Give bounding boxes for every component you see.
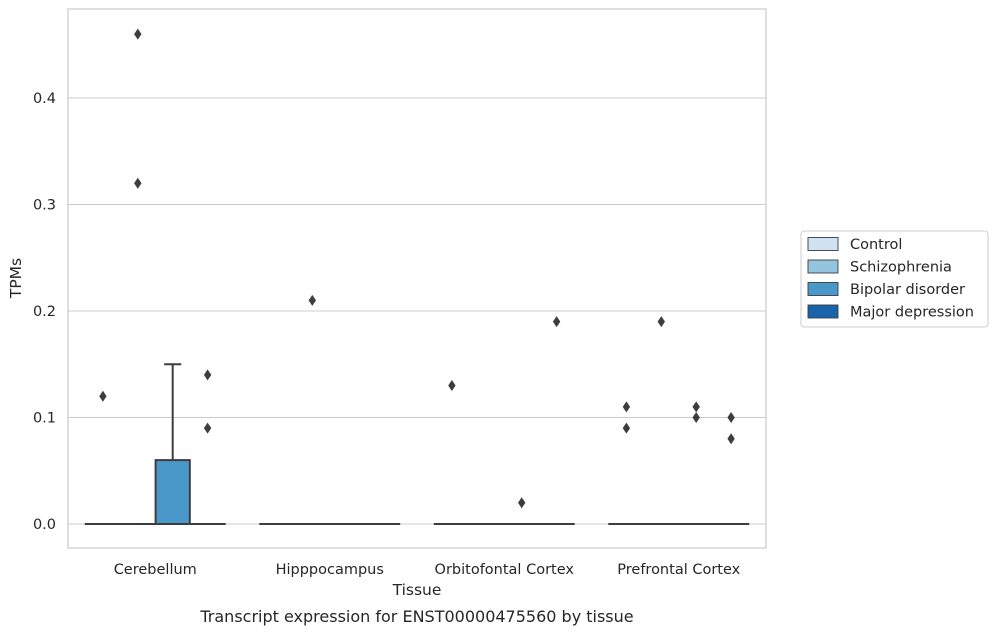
outlier-point: [727, 412, 735, 423]
outlier-point: [518, 497, 526, 509]
legend-swatch: [807, 304, 839, 319]
x-axis-ticks: Cerebellum Hipppocampus Orbitofontal Corte…: [114, 562, 741, 578]
y-tick-label: 0.2: [33, 304, 56, 320]
chart-caption: Transcript expression for ENST0000047556…: [199, 607, 633, 626]
box-group: [154, 363, 191, 526]
outlier-point: [134, 28, 142, 40]
outlier-point: [622, 422, 631, 434]
outlier-point: [657, 316, 665, 328]
legend-swatch: [807, 237, 839, 251]
boxes: [84, 363, 750, 526]
outlier-point: [203, 369, 212, 381]
outlier-point: [308, 294, 316, 306]
legend-items: Control Schizophrenia Bipolar disorder Majo…: [807, 237, 974, 321]
x-tick-label: Orbitofontal Cortex: [435, 562, 575, 578]
legend-swatch: [807, 282, 839, 296]
legend-item: Control: [807, 237, 902, 253]
outliers: [99, 28, 735, 509]
outlier-point: [134, 177, 142, 189]
outlier-point: [692, 401, 700, 413]
legend: Control Schizophrenia Bipolar disorder Majo…: [800, 230, 989, 328]
legend-frame: [800, 230, 989, 328]
box-body: [154, 459, 191, 526]
outlier-point: [692, 412, 700, 423]
legend-label: Control: [850, 237, 902, 253]
outlier-point: [99, 390, 107, 402]
legend-item: Schizophrenia: [807, 259, 952, 276]
legend-label: Major depression: [850, 305, 974, 321]
legend-label: Schizophrenia: [850, 260, 952, 276]
x-tick-label: Hipppocampus: [276, 562, 384, 578]
legend-item: Bipolar disorder: [807, 282, 965, 298]
outlier-point: [203, 422, 212, 434]
outlier-point: [727, 433, 735, 445]
legend-swatch: [807, 259, 839, 274]
y-tick-label: 0.3: [33, 198, 56, 214]
y-tick-label: 0.4: [33, 91, 56, 107]
plot-frame: [67, 8, 767, 549]
x-axis-title: Tissue: [392, 581, 442, 599]
x-tick-label: Cerebellum: [114, 562, 197, 578]
legend-item: Major depression: [807, 304, 974, 321]
outlier-point: [552, 316, 561, 328]
x-tick-label: Prefrontal Cortex: [617, 562, 740, 578]
y-tick-label: 0.1: [33, 411, 56, 427]
y-axis-title: TPMs: [7, 258, 25, 299]
legend-label: Bipolar disorder: [850, 282, 965, 298]
outlier-point: [622, 401, 631, 413]
outlier-point: [448, 380, 456, 392]
y-tick-label: 0.0: [33, 517, 56, 533]
y-axis-ticks: 0.0 0.1 0.2 0.3 0.4: [33, 91, 56, 533]
